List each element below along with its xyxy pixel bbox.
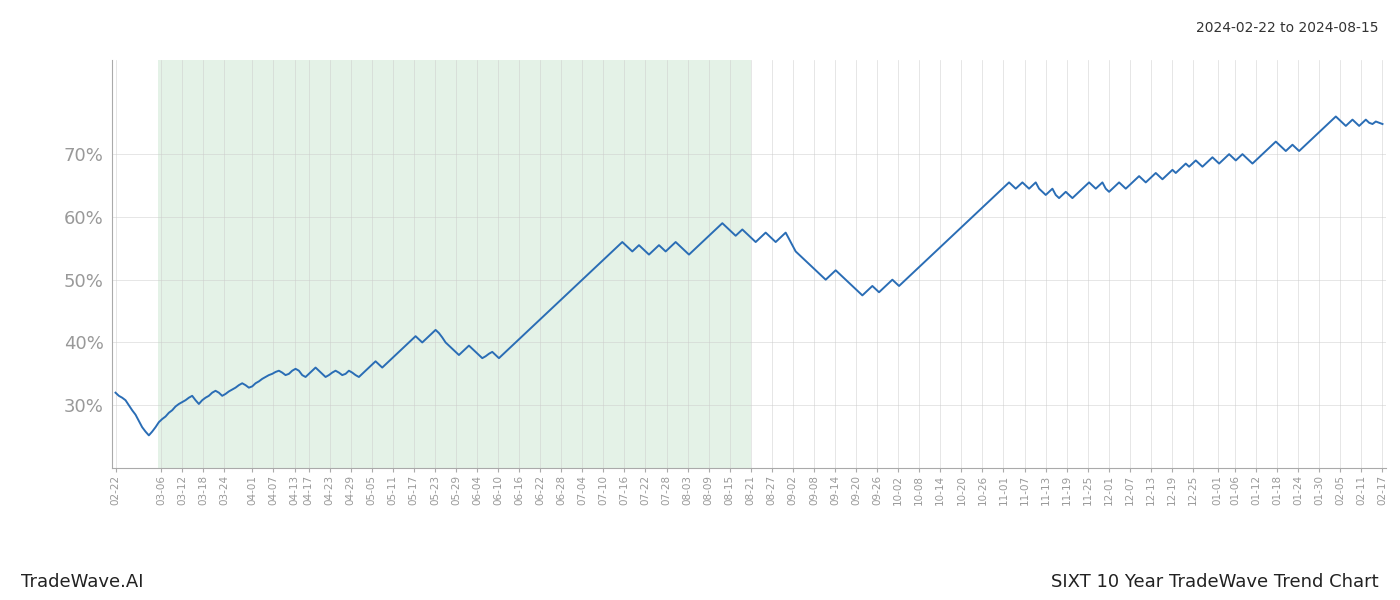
- Text: TradeWave.AI: TradeWave.AI: [21, 573, 143, 591]
- Text: 2024-02-22 to 2024-08-15: 2024-02-22 to 2024-08-15: [1197, 21, 1379, 35]
- Bar: [158, 60, 750, 468]
- Text: SIXT 10 Year TradeWave Trend Chart: SIXT 10 Year TradeWave Trend Chart: [1051, 573, 1379, 591]
